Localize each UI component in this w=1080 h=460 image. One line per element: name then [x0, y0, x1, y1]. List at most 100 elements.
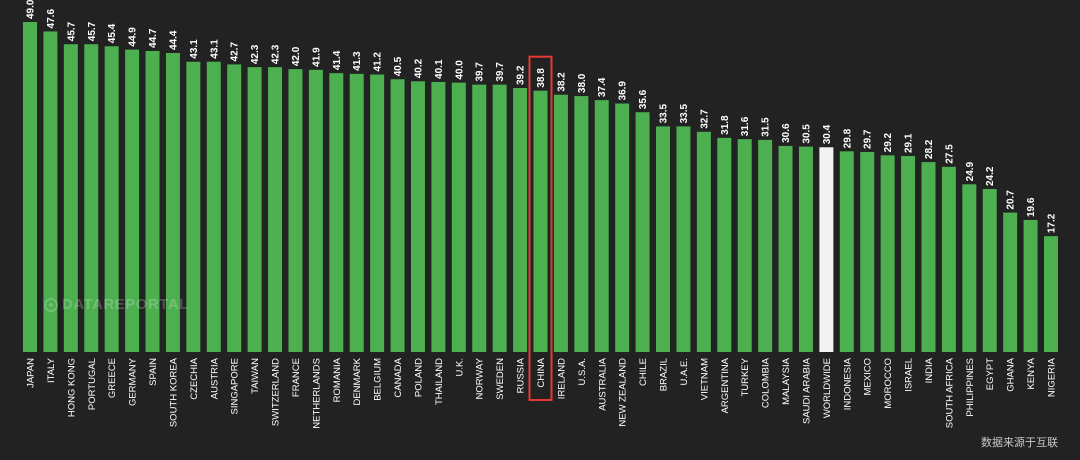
category-label-morocco: MOROCCO: [883, 358, 894, 409]
value-label-nigeria: 17.2: [1047, 213, 1058, 233]
category-label-thailand: THAILAND: [434, 358, 445, 405]
value-label-spain: 44.7: [148, 28, 159, 48]
bar-nigeria: [1044, 236, 1058, 352]
value-label-switzerland: 42.3: [271, 44, 282, 64]
category-label-taiwan: TAIWAN: [250, 358, 261, 394]
bar-spain: [145, 50, 160, 353]
value-label-belgium: 41.2: [373, 52, 384, 72]
category-label-russia: RUSSIA: [516, 357, 527, 393]
category-label-u-a-e: U.A.E.: [679, 358, 690, 385]
value-label-poland: 40.2: [413, 58, 424, 78]
value-label-turkey: 31.6: [740, 116, 751, 136]
bar-china: [533, 90, 548, 352]
bar-netherlands: [308, 69, 323, 352]
value-label-brazil: 33.5: [659, 103, 670, 123]
bar-belgium: [370, 74, 385, 352]
bar-denmark: [349, 73, 364, 353]
bar-japan: [23, 22, 37, 352]
value-label-thailand: 40.1: [434, 59, 445, 79]
value-label-india: 28.2: [924, 139, 935, 159]
value-label-japan: 49.0: [26, 0, 37, 19]
category-label-japan: JAPAN: [26, 358, 37, 388]
value-label-sweden: 39.7: [495, 62, 506, 82]
value-label-argentina: 31.8: [720, 115, 731, 135]
value-label-denmark: 41.3: [352, 51, 363, 71]
value-label-mexico: 29.7: [863, 129, 874, 149]
bar-argentina: [717, 137, 732, 352]
value-label-kenya: 19.6: [1026, 197, 1037, 217]
category-label-chile: CHILE: [638, 358, 649, 386]
bar-portugal: [84, 44, 99, 352]
bar-turkey: [737, 139, 752, 352]
value-label-hong-kong: 45.7: [66, 21, 77, 41]
bar-south-korea: [165, 52, 180, 352]
bar-u-a-e: [676, 126, 691, 352]
bar-u-s-a: [574, 96, 589, 352]
value-label-taiwan: 42.3: [250, 44, 261, 64]
value-label-china: 38.8: [536, 68, 547, 88]
bar-new-zealand: [615, 103, 630, 353]
value-label-u-s-a: 38.0: [577, 73, 588, 93]
category-label-u-k: U.K.: [454, 358, 465, 376]
category-label-israel: ISRAEL: [904, 358, 915, 392]
bar-u-k: [451, 82, 466, 353]
category-label-worldwide: WORLDWIDE: [822, 358, 833, 418]
value-label-u-k: 40.0: [454, 60, 465, 80]
bar-norway: [472, 84, 487, 352]
bar-india: [921, 162, 936, 352]
value-label-new-zealand: 36.9: [618, 81, 629, 101]
value-label-indonesia: 29.8: [842, 128, 853, 148]
category-label-u-s-a: U.S.A.: [577, 358, 588, 385]
bar-egypt: [982, 189, 997, 352]
category-label-netherlands: NETHERLANDS: [311, 358, 322, 429]
bar-italy: [43, 31, 58, 353]
bar-austria: [206, 61, 221, 352]
value-label-portugal: 45.7: [87, 21, 98, 41]
category-label-argentina: ARGENTINA: [720, 357, 731, 413]
value-label-greece: 45.4: [107, 23, 118, 43]
bar-greece: [104, 46, 119, 353]
category-label-nigeria: NIGERIA: [1047, 357, 1058, 397]
value-label-norway: 39.7: [475, 62, 486, 82]
value-label-austria: 43.1: [209, 39, 220, 59]
category-label-saudi-arabia: SAUDI ARABIA: [801, 357, 812, 424]
bar-russia: [513, 88, 528, 352]
highlight-box-china: [528, 55, 553, 401]
bar-switzerland: [268, 67, 283, 353]
value-label-vietnam: 32.7: [699, 109, 710, 129]
category-label-sweden: SWEDEN: [495, 358, 506, 400]
category-label-egypt: EGYPT: [985, 358, 996, 390]
bar-israel: [901, 156, 916, 352]
category-label-south-korea: SOUTH KOREA: [168, 357, 179, 427]
category-label-indonesia: INDONESIA: [842, 357, 853, 410]
category-label-portugal: PORTUGAL: [87, 358, 98, 410]
category-label-canada: CANADA: [393, 357, 404, 397]
category-label-india: INDIA: [924, 357, 935, 383]
value-label-u-a-e: 33.5: [679, 103, 690, 123]
category-label-china: CHINA: [536, 357, 547, 387]
value-label-france: 42.0: [291, 46, 302, 66]
category-label-romania: ROMANIA: [332, 357, 343, 402]
bar-chile: [635, 112, 650, 353]
category-label-czechia: CZECHIA: [189, 357, 200, 399]
value-label-ghana: 20.7: [1006, 190, 1017, 210]
bar-czechia: [186, 61, 201, 352]
bar-malaysia: [778, 145, 793, 352]
category-label-vietnam: VIETNAM: [699, 358, 710, 400]
bar-colombia: [758, 139, 773, 352]
value-label-australia: 37.4: [597, 77, 608, 97]
value-label-israel: 29.1: [904, 133, 915, 153]
bar-canada: [390, 79, 405, 353]
bar-ireland: [553, 94, 568, 352]
category-label-poland: POLAND: [413, 358, 424, 397]
value-label-south-africa: 27.5: [944, 144, 955, 164]
bar-taiwan: [247, 67, 262, 353]
category-label-singapore: SINGAPORE: [230, 358, 241, 415]
category-label-spain: SPAIN: [148, 358, 159, 386]
bar-romania: [329, 73, 344, 353]
value-label-malaysia: 30.6: [781, 123, 792, 143]
category-label-greece: GREECE: [107, 358, 118, 398]
value-label-colombia: 31.5: [761, 117, 772, 137]
bar-philippines: [962, 184, 977, 352]
category-label-belgium: BELGIUM: [373, 358, 384, 401]
